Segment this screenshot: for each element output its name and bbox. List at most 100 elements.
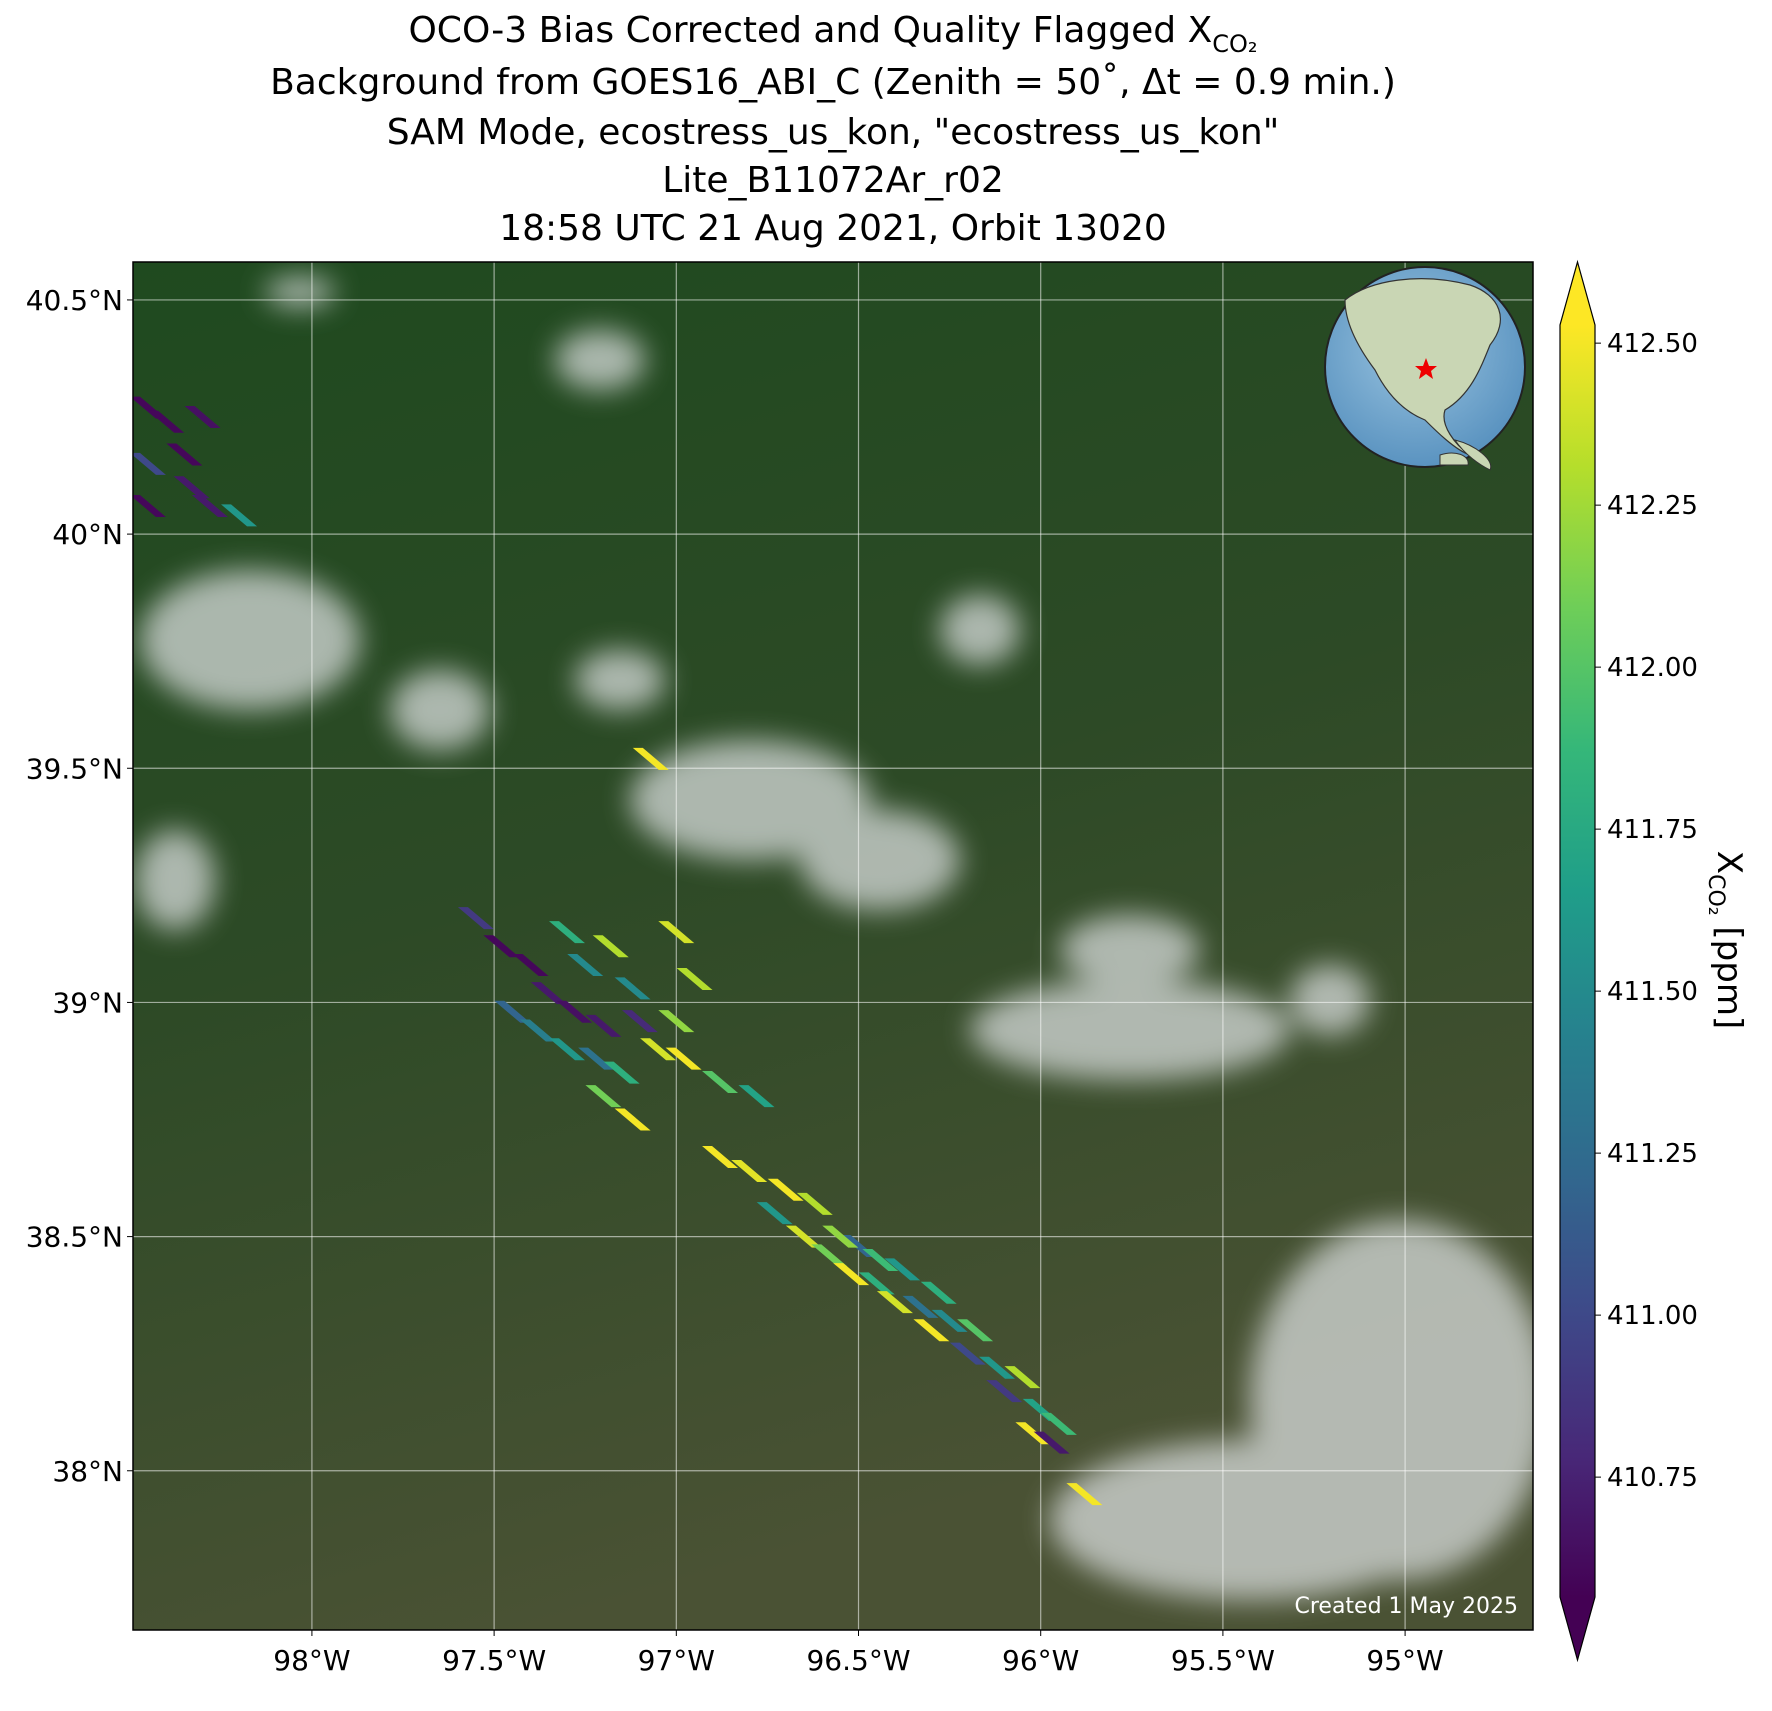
sounding	[920, 1281, 957, 1304]
sounding	[1040, 1412, 1077, 1435]
colorbar-tick-label: 411.50	[1607, 977, 1698, 1007]
sounding	[548, 1038, 585, 1061]
colorbar-tick-label: 411.75	[1607, 815, 1698, 845]
sounding	[133, 452, 166, 475]
sounding	[676, 968, 713, 991]
sounding	[457, 907, 494, 930]
sounding	[614, 977, 651, 1000]
colorbar: 410.75 411.00 411.25 411.50 411.75 412.00 412.…	[1559, 259, 1749, 1663]
sounding	[702, 1071, 739, 1094]
sounding	[632, 747, 669, 770]
sounding	[148, 410, 185, 433]
title-text: SAM Mode, ecostress_us_kon, "ecostress_u…	[387, 112, 1280, 153]
sounding	[913, 1319, 950, 1342]
title-text: 18:58 UTC 21 Aug 2021, Orbit 13020	[499, 208, 1167, 249]
colorbar-tick-label: 411.25	[1607, 1139, 1698, 1169]
sounding	[931, 1309, 968, 1332]
sounding	[166, 443, 203, 466]
sounding	[731, 1160, 768, 1183]
sounding	[702, 1145, 739, 1168]
sounding	[884, 1258, 921, 1281]
sounding	[986, 1380, 1023, 1403]
colorbar-body	[1560, 325, 1595, 1597]
y-tick-label: 38°N	[52, 1455, 123, 1488]
sounding	[665, 1047, 702, 1070]
x-tick-label: 97.5°W	[442, 1644, 546, 1677]
sounding	[978, 1356, 1015, 1379]
sounding	[133, 495, 166, 518]
sounding	[640, 1038, 677, 1061]
sounding	[567, 953, 604, 976]
y-tick-label: 38.5°N	[26, 1221, 123, 1254]
sounding	[658, 1010, 695, 1033]
sounding	[578, 1047, 615, 1070]
chart-title: Lite_B11072Ar_r02	[662, 160, 1004, 201]
chart-title: OCO-3 Bias Corrected and Quality Flagged…	[408, 10, 1257, 58]
title-subscript: CO₂	[1212, 30, 1257, 58]
sounding	[494, 1000, 531, 1023]
sounding	[876, 1291, 913, 1314]
sounding	[1004, 1366, 1041, 1389]
x-tick-label: 96.5°W	[806, 1644, 910, 1677]
colorbar-tick-label: 412.00	[1607, 653, 1698, 683]
sounding	[767, 1178, 804, 1201]
colorbar-extend-bottom	[1560, 1597, 1595, 1660]
colorbar-tick-label: 412.25	[1607, 491, 1698, 521]
sounding	[1066, 1483, 1103, 1506]
colorbar-tick-label: 411.00	[1607, 1301, 1698, 1331]
sounding	[585, 1085, 622, 1108]
sounding	[785, 1225, 822, 1248]
sounding	[603, 1061, 640, 1084]
sounding	[796, 1192, 833, 1215]
sounding	[738, 1085, 775, 1108]
soundings	[133, 396, 1103, 1506]
sounding	[184, 406, 221, 429]
sounding	[658, 921, 695, 944]
map-frame	[132, 261, 1534, 1631]
chart-title: Background from GOES16_ABI_C (Zenith = 5…	[270, 62, 1396, 103]
sounding	[221, 504, 258, 527]
title-text: OCO-3 Bias Corrected and Quality Flagged…	[408, 10, 1212, 51]
sounding	[530, 982, 567, 1005]
title-text: Background from GOES16_ABI_C (Zenith = 5…	[270, 62, 1396, 103]
sounding	[858, 1272, 895, 1295]
sounding	[585, 1014, 622, 1037]
sounding	[173, 476, 210, 499]
sounding	[621, 1010, 658, 1033]
sounding	[862, 1249, 899, 1272]
x-tick-label: 95°W	[1366, 1644, 1443, 1677]
created-note: Created 1 May 2025	[1294, 1594, 1518, 1619]
basemap	[133, 262, 1533, 1630]
sounding	[957, 1319, 994, 1342]
colorbar-tick-label: 410.75	[1607, 1463, 1698, 1493]
clouds	[135, 277, 1533, 1600]
y-tick-label: 39.5°N	[26, 752, 123, 785]
colorbar-label-text: X	[1709, 851, 1749, 874]
x-tick-label: 98°W	[273, 1644, 350, 1677]
sounding	[592, 935, 629, 958]
colorbar-outline	[1559, 259, 1596, 1663]
sounding	[756, 1202, 793, 1225]
sounding	[614, 1108, 651, 1131]
sounding	[556, 1000, 593, 1023]
colorbar-label-sub: CO₂	[1703, 874, 1728, 916]
inset-globe	[1324, 266, 1526, 471]
colorbar-extend-top	[1560, 262, 1595, 325]
sounding	[811, 1244, 848, 1267]
y-tick-label: 40°N	[52, 518, 123, 551]
sounding	[483, 935, 520, 958]
y-tick-label: 40.5°N	[26, 284, 123, 317]
colorbar-tick-label: 412.50	[1607, 329, 1698, 359]
sounding	[833, 1263, 870, 1286]
x-tick-label: 96°W	[1002, 1644, 1079, 1677]
sounding	[949, 1342, 986, 1365]
y-tick-label: 39°N	[52, 986, 123, 1019]
sounding	[548, 921, 585, 944]
sounding	[512, 953, 549, 976]
gridlines	[133, 262, 1533, 1630]
sounding	[519, 1019, 556, 1042]
chart-title: 18:58 UTC 21 Aug 2021, Orbit 13020	[499, 208, 1167, 249]
sounding	[822, 1225, 859, 1248]
chart-title: SAM Mode, ecostress_us_kon, "ecostress_u…	[387, 112, 1280, 153]
